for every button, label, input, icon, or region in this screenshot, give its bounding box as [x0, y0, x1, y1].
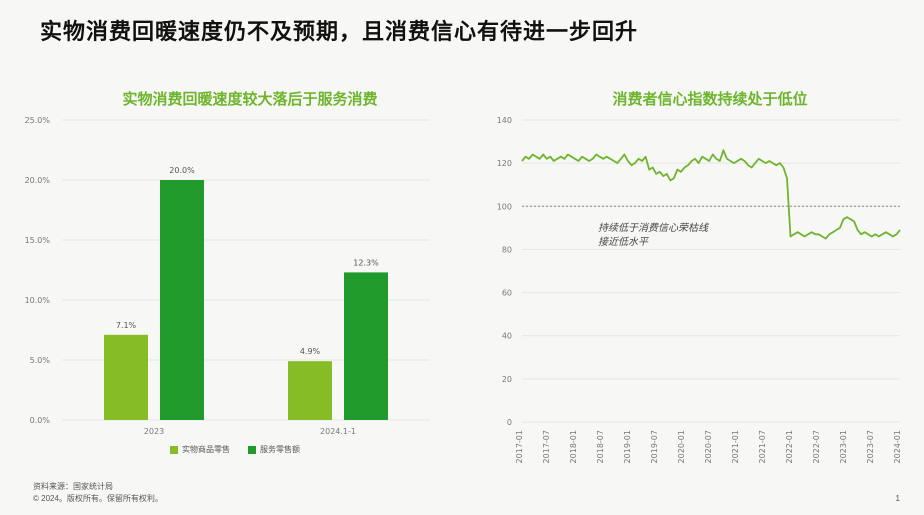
- line-x-tick-label: 2021-01: [731, 430, 740, 463]
- line-y-tick-label: 60: [502, 289, 512, 298]
- line-y-tick-label: 80: [502, 245, 512, 254]
- legend-label-goods: 实物商品零售: [182, 445, 230, 454]
- bar: [160, 180, 204, 420]
- bar-y-tick-label: 15.0%: [25, 236, 51, 245]
- bar-value-label: 4.9%: [300, 347, 321, 356]
- line-x-tick-label: 2023-01: [839, 430, 848, 463]
- right-chart-title: 消费者信心指数持续处于低位: [612, 91, 808, 108]
- footer-copyright: © 2024。版权所有。保留所有权利。: [33, 494, 163, 503]
- bar-y-tick-label: 25.0%: [25, 116, 51, 125]
- consumer-confidence-line: [521, 149, 901, 240]
- bar: [104, 334, 148, 420]
- line-x-tick-label: 2022-07: [812, 430, 821, 463]
- bar-value-label: 7.1%: [116, 321, 137, 330]
- line-x-tick-label: 2018-07: [596, 430, 605, 463]
- page-title: 实物消费回暖速度仍不及预期，且消费信心有待进一步回升: [40, 19, 639, 44]
- bar-value-label: 20.0%: [169, 166, 195, 175]
- line-y-tick-label: 40: [502, 332, 512, 341]
- line-x-tick-label: 2023-07: [866, 430, 875, 463]
- bar-y-tick-label: 5.0%: [30, 356, 51, 365]
- legend-swatch-goods: [170, 445, 178, 454]
- footer: 资料来源：国家统计局 © 2024。版权所有。保留所有权利。: [33, 481, 163, 505]
- line-y-tick-label: 0: [507, 418, 512, 427]
- line-y-tick-label: 120: [497, 159, 512, 168]
- footer-source: 资料来源：国家统计局: [33, 482, 113, 491]
- line-x-tick-label: 2024-01: [893, 430, 902, 463]
- line-y-tick-label: 20: [502, 375, 512, 384]
- line-x-tick-label: 2020-01: [677, 430, 686, 463]
- line-x-tick-label: 2018-01: [569, 430, 578, 463]
- line-annotation: 持续低于消费信心荣枯线接近低水平: [598, 223, 708, 248]
- bar-x-tick-label: 2024.1-1: [320, 427, 356, 436]
- line-y-tick-label: 140: [497, 116, 512, 125]
- bar-x-tick-label: 2023: [144, 427, 164, 436]
- legend-label-services: 服务零售额: [260, 445, 300, 454]
- legend-item-goods: 实物商品零售: [170, 444, 230, 455]
- line-x-tick-label: 2022-01: [785, 430, 794, 463]
- line-x-tick-label: 2019-07: [650, 430, 659, 463]
- line-x-tick-label: 2019-01: [623, 430, 632, 463]
- legend-item-services: 服务零售额: [248, 444, 300, 455]
- bar: [288, 361, 332, 420]
- bar-value-label: 12.3%: [353, 258, 379, 267]
- line-x-tick-label: 2020-07: [704, 430, 713, 463]
- line-y-tick-label: 100: [497, 202, 512, 211]
- line-x-tick-label: 2017-01: [515, 430, 524, 463]
- page-number: 1: [895, 494, 900, 503]
- line-x-tick-label: 2017-07: [542, 430, 551, 463]
- bar: [344, 272, 388, 420]
- left-chart-title: 实物消费回暖速度较大落后于服务消费: [122, 91, 378, 108]
- bar-y-tick-label: 10.0%: [25, 296, 51, 305]
- line-x-tick-label: 2021-07: [758, 430, 767, 463]
- legend-swatch-services: [248, 445, 256, 454]
- bar-y-tick-label: 0.0%: [30, 416, 51, 425]
- bar-legend: 实物商品零售 服务零售额: [170, 444, 300, 455]
- bar-y-tick-label: 20.0%: [25, 176, 51, 185]
